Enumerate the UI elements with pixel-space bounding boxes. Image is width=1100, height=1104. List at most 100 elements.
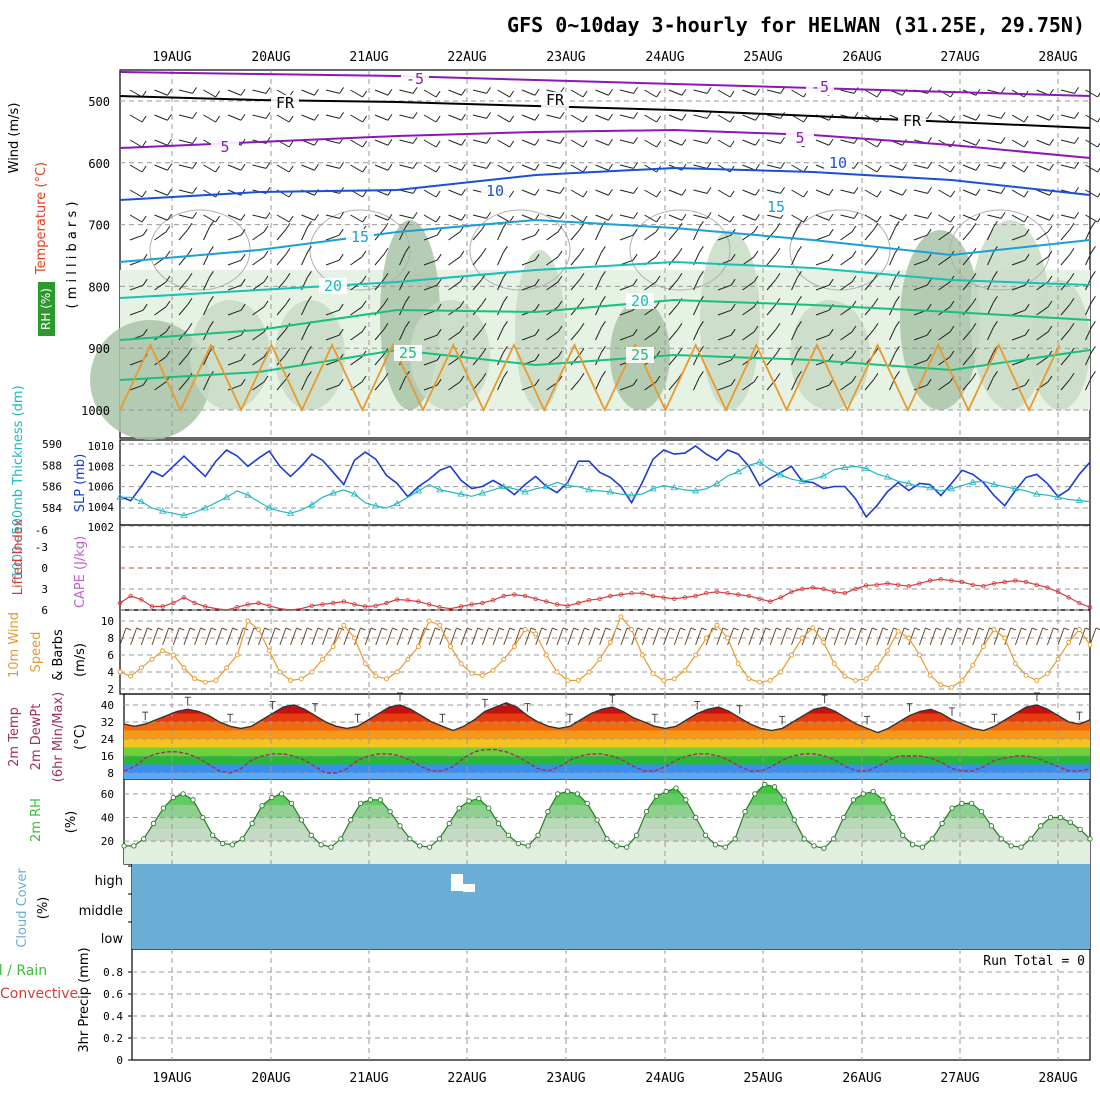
wind10m-barb-feather xyxy=(690,627,697,631)
wind-barb-feather xyxy=(608,88,613,96)
wind10m-point xyxy=(181,665,187,671)
wind10m-barb-feather xyxy=(360,627,366,631)
wind10m-barb xyxy=(471,627,479,646)
wind-barb xyxy=(766,214,781,219)
wind-barb xyxy=(423,359,438,366)
ytick-li: 6 xyxy=(41,604,48,617)
wind-barb-feather xyxy=(240,213,246,221)
wind-barb xyxy=(742,281,755,291)
rh-point xyxy=(722,844,728,850)
wind-barb xyxy=(448,164,462,171)
wind-barb-feather xyxy=(632,253,638,261)
wind-barb-feather xyxy=(851,275,857,283)
li-point xyxy=(714,589,720,594)
wind-barb-feather xyxy=(361,325,367,333)
run-total: Run Total = 0 xyxy=(983,954,1085,969)
wind10m-barb-feather xyxy=(999,627,1006,631)
wind-barb-feather xyxy=(263,225,269,233)
wind10m-barb xyxy=(737,627,745,646)
wind-barb xyxy=(864,278,875,291)
wind-barb-feather xyxy=(362,90,368,98)
wind-barb xyxy=(252,164,267,169)
wind-barb xyxy=(521,284,536,291)
li-point xyxy=(1055,589,1061,594)
wind-barb xyxy=(815,214,830,221)
wind-barb-feather xyxy=(706,162,712,169)
wind-barb xyxy=(227,309,242,316)
wind-barb xyxy=(742,256,755,266)
wind10m-barb xyxy=(535,627,543,646)
wind-barb-feather xyxy=(755,113,760,121)
wind-barb-feather xyxy=(949,275,955,283)
wind10m-point xyxy=(320,656,325,662)
wind10m-barb-feather xyxy=(147,627,153,631)
wind-barb-feather xyxy=(993,371,998,378)
wind-barb xyxy=(325,259,340,266)
wind-barb-feather xyxy=(307,271,312,278)
wind-barb xyxy=(938,114,951,123)
wind-barb-feather xyxy=(187,322,193,330)
date-top-19AUG: 19AUG xyxy=(152,50,191,65)
wind-barb-feather xyxy=(753,225,759,233)
wind10m-barb xyxy=(791,627,799,646)
temp-band xyxy=(124,773,1090,779)
rh-point xyxy=(377,797,383,803)
wind10m-point xyxy=(224,665,230,671)
ylabel-precip: 3hr Precip (mm) xyxy=(77,947,92,1052)
wind10m-point xyxy=(160,648,166,654)
li-point xyxy=(725,591,730,596)
wind-barb xyxy=(399,227,406,241)
wind-barb-feather xyxy=(797,271,802,278)
ytick-slp: 1004 xyxy=(88,501,115,514)
wind-barb-feather xyxy=(405,371,410,378)
wind-barb-feather xyxy=(729,215,735,223)
rh-point xyxy=(831,836,837,842)
wind10m-barb xyxy=(407,627,415,646)
ylabel-minmax: (6hr Min/Max) xyxy=(51,692,66,782)
wind-barb-feather xyxy=(656,215,662,223)
wind-barb xyxy=(889,164,903,171)
wind-barb xyxy=(252,214,267,219)
wind-barb-feather xyxy=(975,213,981,221)
wind10m-barb-feather xyxy=(477,627,483,631)
wind-barb xyxy=(472,214,487,219)
wind-barb-feather xyxy=(557,275,563,283)
rh-contour xyxy=(629,209,731,291)
wind-barb-feather xyxy=(775,247,781,255)
wind-barb-feather xyxy=(192,112,198,119)
wind10m-barb xyxy=(769,627,777,646)
wind10m-barb xyxy=(1089,627,1097,646)
wind-barb-feather xyxy=(755,213,760,221)
wind10m-barb xyxy=(492,627,500,646)
wind10m-barb xyxy=(887,627,894,646)
wind-barb-feather xyxy=(165,225,171,233)
thickness-point xyxy=(500,482,508,490)
li-point xyxy=(661,595,666,600)
wind-barb xyxy=(717,309,732,316)
rh-point xyxy=(564,788,571,795)
wind-barb xyxy=(423,259,438,266)
wind-barb xyxy=(644,139,657,148)
wind-barb xyxy=(276,214,290,223)
wind-barb-feather xyxy=(165,350,171,358)
wind-barb xyxy=(448,139,462,146)
wind-barb xyxy=(301,352,308,366)
wind-barb-feather xyxy=(828,353,834,361)
wind-barb xyxy=(693,164,708,169)
wind-barb-feather xyxy=(1000,187,1006,194)
wind10m-barb xyxy=(833,627,841,646)
wind-barb xyxy=(815,139,830,146)
rh-point xyxy=(417,843,423,849)
wind-barb xyxy=(325,139,340,144)
date-bottom-25AUG: 25AUG xyxy=(743,1071,782,1086)
wind-barb-feather xyxy=(412,162,418,169)
wind-barb-feather xyxy=(503,371,508,378)
li-point xyxy=(885,581,890,586)
wind-barb-feather xyxy=(579,247,585,255)
li-point xyxy=(458,604,464,609)
wind10m-barb-feather xyxy=(605,627,611,631)
wind-barb xyxy=(742,306,755,316)
rh-point xyxy=(732,836,738,842)
ylabel-cloud-unit: (%) xyxy=(36,897,51,920)
wind-barb xyxy=(864,253,875,266)
